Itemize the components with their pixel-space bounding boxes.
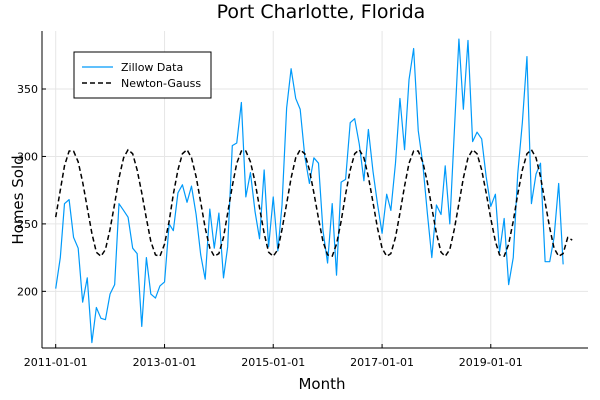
x-tick-label: 2015-01-01 [241, 356, 305, 369]
axes [41, 31, 588, 349]
x-tick-label: 2011-01-01 [24, 356, 88, 369]
x-axis-label: Month [298, 375, 345, 393]
legend-label-zillow: Zillow Data [121, 61, 183, 74]
legend-box [73, 51, 212, 99]
y-tick-label: 250 [17, 218, 38, 231]
chart-title: Port Charlotte, Florida [217, 1, 426, 23]
y-tick-label: 200 [17, 285, 38, 298]
y-axis-label: Homes Sold [9, 155, 27, 244]
tick-labels: 2011-01-01 2013-01-01 2015-01-01 2017-01-01… [17, 83, 523, 369]
x-tick-label: 2019-01-01 [459, 356, 523, 369]
series-line-zillow [55, 38, 564, 344]
x-tick-label: 2013-01-01 [133, 356, 197, 369]
plot-area [54, 38, 573, 344]
legend: Zillow Data Newton-Gauss [73, 51, 212, 99]
y-tick-label: 300 [17, 150, 38, 163]
x-tick-label: 2017-01-01 [350, 356, 414, 369]
series-line-newton-gauss [54, 148, 573, 258]
legend-label-newton-gauss: Newton-Gauss [121, 77, 201, 90]
y-tick-label: 350 [17, 83, 38, 96]
